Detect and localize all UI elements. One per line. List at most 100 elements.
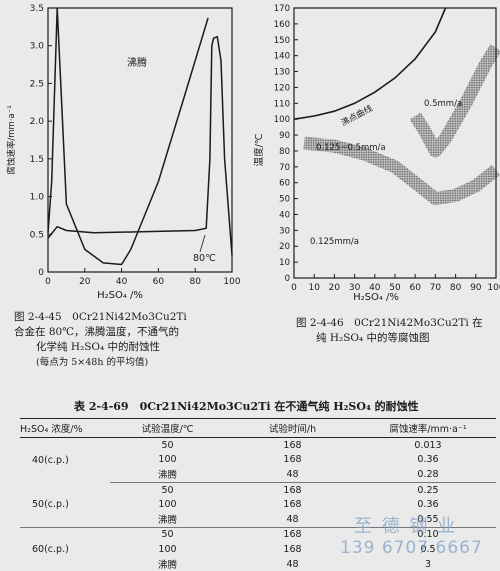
- fig1-caption-line4: (每点为 5×48h 的平均值): [14, 355, 250, 370]
- fig1-caption-line3: 化学纯 H₂SO₄ 中的耐蚀性: [14, 340, 250, 355]
- fig1-curves: [48, 8, 232, 265]
- fig1-x-tick-label: 0: [45, 277, 51, 287]
- fig2-y-tick-label: 80: [279, 147, 290, 157]
- fig1-curve-boiling: [48, 8, 208, 265]
- fig2-x-tick-label: 20: [329, 283, 341, 293]
- fig2-y-tick-label: 110: [274, 99, 290, 109]
- fig1-x-tick-label: 60: [153, 277, 165, 287]
- fig1-y-tick-label: 2.5: [30, 79, 44, 89]
- cell-rate: 0.013: [360, 438, 496, 453]
- cell-temp: 50: [110, 482, 225, 497]
- fig2-y-tick-label: 160: [274, 20, 290, 30]
- fig1-x-tick-label: 40: [116, 277, 128, 287]
- fig2-xlabel: H₂SO₄ /%: [353, 292, 399, 303]
- fig1-caption-line1: 图 2-4-45 0Cr21Ni42Mo3Cu2Ti: [14, 310, 250, 325]
- cell-rate: 0.28: [360, 467, 496, 482]
- fig2-label-05: 0.5mm/a: [424, 99, 462, 109]
- fig2-caption-line1: 图 2-4-46 0Cr21Ni42Mo3Cu2Ti 在: [296, 316, 496, 331]
- fig1-curve-80c: [48, 37, 232, 256]
- cell-time: 48: [225, 512, 360, 527]
- fig1-axes: 0 20 40 60 80 100 0 0.5 1.0 1.5 2.0 2.5 3.0 3.5: [30, 4, 241, 287]
- fig2-chart: 温度/℃ 01020304050607080901000102030405060…: [250, 0, 500, 312]
- fig1-ylabel: 腐蚀速率/mm·a⁻¹: [6, 105, 17, 174]
- cell-concentration: 40(c.p.): [20, 438, 110, 483]
- fig2-ylabel: 温度/℃: [253, 133, 265, 166]
- cell-time: 48: [225, 467, 360, 482]
- fig2-y-tick-label: 90: [279, 131, 290, 141]
- cell-rate: 0.25: [360, 482, 496, 497]
- fig2-x-tick-label: 100: [487, 283, 500, 293]
- fig2-y-tick-label: 130: [274, 68, 290, 78]
- cell-rate: 0.36: [360, 497, 496, 512]
- cell-temp: 100: [110, 453, 225, 468]
- fig2-x-tick-label: 0: [291, 283, 297, 293]
- fig2-y-tick-label: 70: [279, 163, 290, 173]
- table-row: 40(c.p.) 50 168 0.013: [20, 438, 496, 453]
- fig1-y-tick-label: 1.5: [30, 155, 44, 165]
- cell-time: 168: [225, 453, 360, 468]
- fig2-y-tick-label: 50: [279, 195, 290, 205]
- fig2-x-tick-label: 80: [450, 283, 462, 293]
- cell-time: 168: [225, 482, 360, 497]
- fig1-y-tick-label: 3.5: [30, 4, 44, 14]
- fig1-y-tick-label: 0.5: [30, 230, 44, 240]
- fig1-y-tick-label: 3.0: [30, 42, 45, 52]
- fig2-x-tick-label: 90: [470, 283, 482, 293]
- cell-rate: 3: [360, 557, 496, 571]
- cell-temp: 沸腾: [110, 557, 225, 571]
- fig1-x-tick-label: 100: [223, 277, 240, 287]
- cell-temp: 50: [110, 438, 225, 453]
- fig2-y-tick-label: 140: [274, 52, 290, 62]
- fig1-x-tick-label: 20: [79, 277, 91, 287]
- cell-rate: 0.36: [360, 453, 496, 468]
- fig2-y-tick-label: 20: [279, 242, 290, 252]
- fig2-y-tick-label: 0: [285, 274, 290, 284]
- fig2-x-tick-label: 10: [308, 283, 320, 293]
- fig2-y-tick-label: 170: [274, 4, 290, 14]
- fig2-y-tick-label: 40: [279, 210, 290, 220]
- fig1-caption: 图 2-4-45 0Cr21Ni42Mo3Cu2Ti 合金在 80℃，沸腾温度，…: [14, 310, 250, 370]
- cell-time: 168: [225, 438, 360, 453]
- cell-temp: 沸腾: [110, 512, 225, 527]
- cell-temp: 50: [110, 527, 225, 542]
- watermark-phone: 139 6707 6667: [340, 538, 483, 558]
- fig2-y-tick-label: 150: [274, 36, 290, 46]
- fig2-boiling-curve: [294, 8, 446, 119]
- fig2-y-tick-label: 100: [274, 115, 290, 125]
- fig1-y-tick-label: 1.0: [30, 193, 45, 203]
- fig1-y-tick-label: 0: [38, 268, 44, 278]
- fig2-x-tick-label: 60: [409, 283, 421, 293]
- fig2-curves: [294, 8, 446, 119]
- fig1-xlabel: H₂SO₄ /%: [97, 290, 143, 301]
- fig2-caption: 图 2-4-46 0Cr21Ni42Mo3Cu2Ti 在 纯 H₂SO₄ 中的等…: [296, 316, 496, 346]
- cell-concentration: 50(c.p.): [20, 482, 110, 527]
- fig1-label-boil: 沸腾: [127, 56, 147, 69]
- fig1-caption-line2: 合金在 80℃，沸腾温度，不通气的: [14, 325, 250, 340]
- cell-time: 48: [225, 557, 360, 571]
- fig2-label-0125: 0.125mm/a: [310, 237, 359, 247]
- fig2-caption-line2: 纯 H₂SO₄ 中的等腐蚀图: [296, 331, 496, 346]
- header-rate: 腐蚀速率/mm·a⁻¹: [360, 419, 496, 438]
- fig2-bands: [304, 48, 496, 199]
- fig1-label-80: 80℃: [193, 253, 216, 264]
- fig2-y-tick-label: 30: [279, 226, 290, 236]
- cell-time: 168: [225, 497, 360, 512]
- header-time: 试验时间/h: [225, 419, 360, 438]
- fig2-y-tick-label: 120: [274, 83, 290, 93]
- watermark-company: 至 德 钢 业: [354, 512, 457, 538]
- fig1-chart: 腐蚀速率/mm·a⁻¹ 0 20 40 60 80 100 0 0.5 1.0 1.5 2.0 2.5…: [0, 0, 250, 310]
- table-row: 50(c.p.) 50 168 0.25: [20, 482, 496, 497]
- fig2-y-tick-label: 10: [279, 258, 290, 268]
- table-header-row: H₂SO₄ 浓度/% 试验温度/℃ 试验时间/h 腐蚀速率/mm·a⁻¹: [20, 419, 496, 438]
- cell-temp: 100: [110, 542, 225, 557]
- header-temperature: 试验温度/℃: [110, 419, 225, 438]
- fig1-y-tick-label: 2.0: [30, 117, 45, 127]
- fig1-leader-80: [200, 235, 205, 252]
- fig2-label-0125-05: 0.125~0.5mm/a: [316, 143, 386, 153]
- header-concentration: H₂SO₄ 浓度/%: [20, 419, 110, 438]
- cell-temp: 沸腾: [110, 467, 225, 482]
- fig2-y-tick-label: 60: [279, 179, 290, 189]
- fig1-x-tick-label: 80: [189, 277, 201, 287]
- fig2-x-tick-label: 70: [430, 283, 442, 293]
- table-title: 表 2-4-69 0Cr21Ni42Mo3Cu2Ti 在不通气纯 H₂SO₄ 的…: [74, 398, 500, 414]
